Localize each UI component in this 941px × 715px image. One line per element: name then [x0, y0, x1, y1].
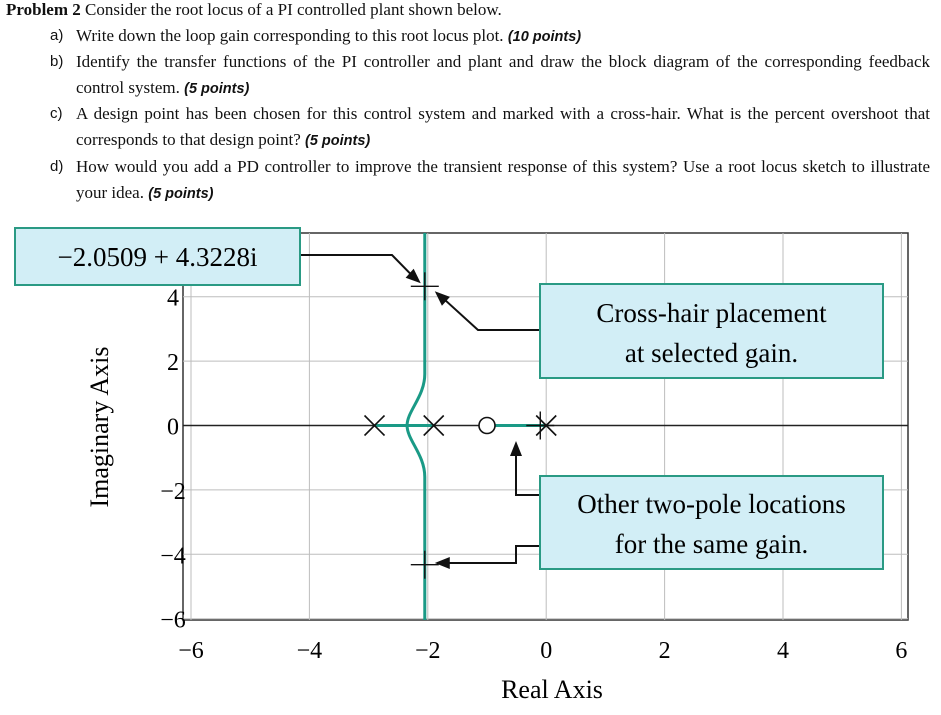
callout-box: [539, 475, 884, 570]
callout-line: Cross-hair placement: [596, 298, 827, 328]
y-tick-label: −4: [160, 543, 186, 569]
x-tick-label: −4: [297, 638, 323, 664]
callout-boxes: −2.0509 + 4.3228i Cross-hair placement at …: [14, 227, 884, 570]
question-body: Write down the loop gain corresponding t…: [76, 26, 504, 45]
question-points: (10 points): [507, 29, 582, 45]
x-tick-label: 0: [540, 638, 552, 664]
question-text: How would you add a PD controller to imp…: [76, 154, 930, 207]
arrow-head-icon: [405, 268, 421, 284]
y-tick-label: 0: [167, 415, 179, 441]
x-tick-label: −6: [178, 638, 204, 664]
question-text: Write down the loop gain corresponding t…: [76, 23, 930, 50]
question-body: How would you add a PD controller to imp…: [76, 157, 930, 202]
y-tick-label: 4: [167, 286, 179, 312]
question-points: (5 points): [305, 133, 371, 149]
question-body: Identify the transfer functions of the P…: [76, 52, 930, 97]
locus-branch-lower: [405, 425, 427, 620]
y-axis-label: Imaginary Axis: [85, 346, 114, 507]
callout-box: [14, 227, 301, 286]
arrow-callout-to-lower-pole: [440, 545, 540, 564]
x-tick-label: 2: [659, 638, 671, 664]
question-label: d): [50, 158, 64, 175]
pole-stroke: [423, 414, 445, 437]
callout-box: [539, 283, 884, 379]
crosshair-callout: Cross-hair placement at selected gain.: [539, 283, 884, 379]
other-pole-crosshair: [526, 411, 555, 440]
callout-arrows: [300, 254, 540, 569]
design-point-value-label: −2.0509 + 4.3228i: [14, 227, 301, 286]
y-tick-label: 2: [167, 350, 179, 376]
other-poles-callout: Other two-pole locations for the same gai…: [539, 475, 884, 570]
callout-line: Other two-pole locations: [577, 489, 845, 519]
x-tick-label: 6: [895, 638, 907, 664]
question-label: a): [50, 27, 64, 44]
locus-branch-upper: [405, 233, 427, 426]
x-axis-label: Real Axis: [501, 675, 603, 704]
arrow-label-to-design-point: [300, 254, 418, 282]
question-label: c): [50, 105, 63, 122]
arrow-head-icon: [510, 441, 522, 456]
other-pole-crosshair: [410, 550, 439, 579]
question-points: (5 points): [148, 186, 214, 202]
x-tick-label: −2: [415, 638, 441, 664]
question-label: b): [50, 53, 64, 70]
arrow-callout-to-real-pole: [515, 450, 540, 496]
question-text: A design point has been chosen for this …: [76, 101, 930, 154]
y-tick-label: −6: [160, 608, 186, 634]
pole-marker-icon: [363, 414, 386, 437]
problem-label: Problem 2: [6, 0, 81, 19]
arrow-callout-to-crosshair: [438, 293, 540, 331]
crosshair-markers: [410, 272, 555, 579]
pole-stroke: [363, 414, 386, 437]
callout-line: −2.0509 + 4.3228i: [58, 242, 258, 272]
design-point-crosshair: [410, 272, 439, 301]
y-tick-label: −2: [160, 479, 186, 505]
tick-labels: −6 −4 −2 0 2 4 6 4 2 0 −2 −4 −6: [160, 286, 907, 664]
pole-marker-icon: [423, 414, 445, 437]
callout-line: for the same gain.: [615, 529, 808, 559]
problem-heading: Problem 2 Consider the root locus of a P…: [6, 0, 502, 23]
zero-marker-icon: [478, 416, 496, 435]
callout-line: at selected gain.: [625, 338, 798, 368]
arrow-head-icon: [434, 291, 450, 306]
question-body: A design point has been chosen for this …: [76, 104, 930, 149]
problem-intro: Consider the root locus of a PI controll…: [85, 0, 502, 19]
arrow-head-icon: [434, 557, 450, 569]
question-points: (5 points): [184, 81, 250, 97]
x-tick-label: 4: [777, 638, 789, 664]
question-text: Identify the transfer functions of the P…: [76, 49, 930, 102]
